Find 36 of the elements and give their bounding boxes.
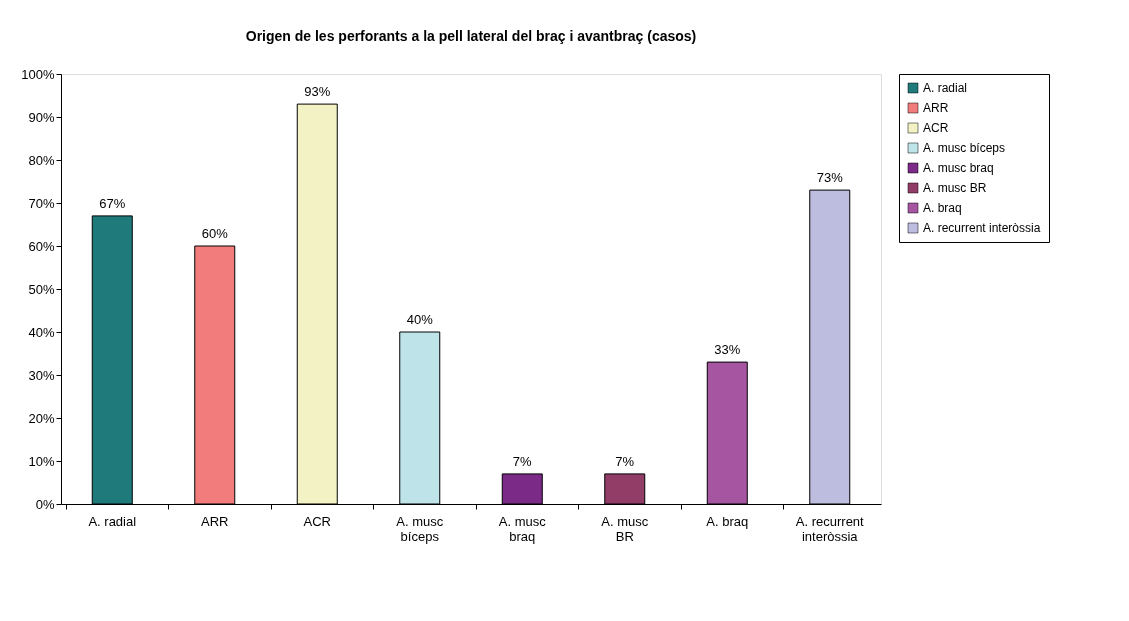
legend-label: ARR bbox=[923, 101, 949, 115]
legend-label: A. recurrent interòssia bbox=[923, 221, 1041, 235]
x-tick-label: A. musc bíceps bbox=[396, 513, 444, 544]
data-label: 7% bbox=[615, 453, 635, 469]
legend-label: ACR bbox=[923, 121, 949, 135]
y-tick-label: 40% bbox=[28, 324, 55, 340]
x-tick-label: ACR bbox=[303, 513, 331, 529]
legend-label: A. musc bíceps bbox=[923, 141, 1006, 155]
y-tick-label: 10% bbox=[28, 453, 55, 469]
x-tick-label: A. musc BR bbox=[601, 513, 649, 544]
legend-label: A. braq bbox=[923, 201, 962, 215]
data-label: 67% bbox=[99, 195, 126, 211]
data-label: 33% bbox=[714, 342, 741, 358]
x-tick-label: A. braq bbox=[706, 513, 749, 529]
data-label: 93% bbox=[304, 84, 331, 100]
x-tick-label: A. musc braq bbox=[498, 513, 547, 544]
y-tick-label: 20% bbox=[28, 410, 55, 426]
x-tick-label: A. radial bbox=[88, 513, 137, 529]
legend-label: A. musc braq bbox=[923, 161, 994, 175]
y-tick-label: 90% bbox=[28, 109, 55, 125]
y-tick-label: 80% bbox=[28, 152, 55, 168]
data-label: 7% bbox=[512, 453, 533, 469]
y-tick-label: 70% bbox=[28, 195, 55, 211]
data-label: 73% bbox=[816, 170, 844, 186]
chart-title: Origen de les perforants a la pell lateral del braç i avantbraç (casos) bbox=[245, 28, 697, 44]
y-tick-label: 60% bbox=[28, 238, 55, 254]
y-tick-label: 50% bbox=[28, 281, 55, 297]
y-tick-label: 100% bbox=[21, 66, 55, 82]
x-tick-label: ARR bbox=[201, 513, 229, 529]
y-tick-label: 30% bbox=[28, 367, 55, 383]
x-tick-label: A. recurrent interòssia bbox=[795, 513, 865, 544]
data-label: 40% bbox=[406, 312, 434, 327]
legend-label: A. radial bbox=[923, 81, 968, 95]
y-tick-label: 0% bbox=[35, 496, 55, 512]
legend-label: A. musc BR bbox=[923, 181, 987, 195]
data-label: 60% bbox=[201, 226, 229, 241]
